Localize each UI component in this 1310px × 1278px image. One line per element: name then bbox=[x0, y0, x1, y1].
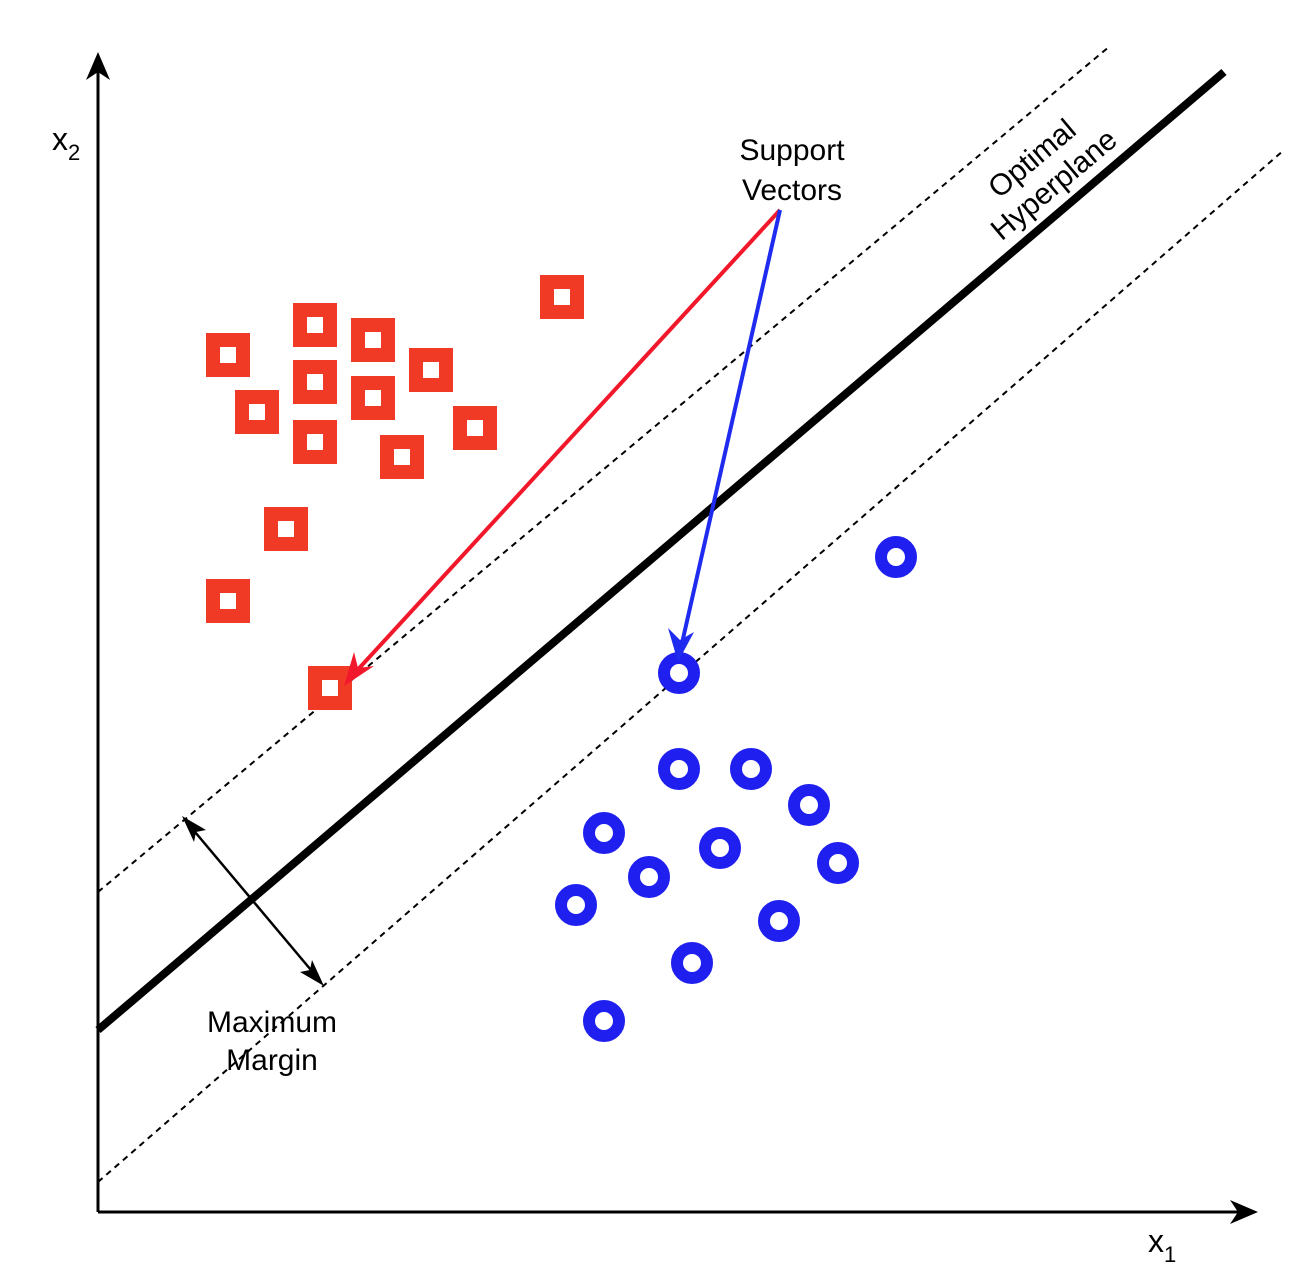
x-axis-arrowhead bbox=[1230, 1200, 1258, 1224]
class-a-square-point bbox=[206, 579, 250, 623]
maximum-margin-label-line1: Maximum bbox=[207, 1006, 337, 1039]
class-a-square-point bbox=[351, 318, 395, 362]
support-vectors-label-line2: Vectors bbox=[742, 174, 842, 207]
class-b-circle-point bbox=[758, 900, 800, 942]
class-a-square-point bbox=[293, 303, 337, 347]
y-axis-arrowhead bbox=[86, 52, 110, 80]
class-b-circle-point bbox=[730, 748, 772, 790]
class-a-square-point bbox=[308, 666, 352, 710]
class-a-square-point bbox=[380, 435, 424, 479]
class-b-circle-point bbox=[875, 536, 917, 578]
class-a-points bbox=[206, 275, 584, 710]
support-vector-arrow-red bbox=[350, 208, 782, 678]
class-b-circle-point bbox=[628, 856, 670, 898]
class-a-square-point bbox=[293, 360, 337, 404]
maximum-margin-label-line2: Margin bbox=[226, 1044, 318, 1077]
class-a-square-point bbox=[351, 376, 395, 420]
class-b-circle-point bbox=[699, 827, 741, 869]
class-a-square-point bbox=[453, 406, 497, 450]
margin-arrowhead-top-icon bbox=[182, 816, 206, 842]
class-b-circle-point bbox=[583, 812, 625, 854]
class-b-circle-point bbox=[555, 884, 597, 926]
class-a-square-point bbox=[540, 275, 584, 319]
support-vector-arrow-blue bbox=[678, 209, 782, 653]
class-b-circle-point bbox=[671, 942, 713, 984]
margin-arrowhead-bottom-icon bbox=[300, 960, 324, 986]
upper-margin-line bbox=[97, 45, 1111, 893]
class-a-square-point bbox=[293, 420, 337, 464]
class-a-square-point bbox=[235, 390, 279, 434]
class-a-square-point bbox=[409, 348, 453, 392]
maximum-margin-arrow bbox=[189, 825, 317, 977]
class-b-points bbox=[555, 536, 917, 1042]
x-axis-label: x1 bbox=[1148, 1223, 1176, 1267]
class-a-square-point bbox=[264, 507, 308, 551]
class-b-circle-point bbox=[658, 652, 700, 694]
optimal-hyperplane-line bbox=[95, 68, 1227, 1034]
class-b-circle-point bbox=[817, 842, 859, 884]
class-b-circle-point bbox=[658, 748, 700, 790]
y-axis-label: x2 bbox=[52, 121, 80, 165]
class-b-circle-point bbox=[788, 784, 830, 826]
blue-arrowhead-icon bbox=[668, 628, 694, 662]
class-b-circle-point bbox=[583, 1000, 625, 1042]
red-arrowhead-icon bbox=[344, 652, 374, 686]
class-a-square-point bbox=[206, 333, 250, 377]
support-vectors-label-line1: Support bbox=[739, 134, 845, 167]
